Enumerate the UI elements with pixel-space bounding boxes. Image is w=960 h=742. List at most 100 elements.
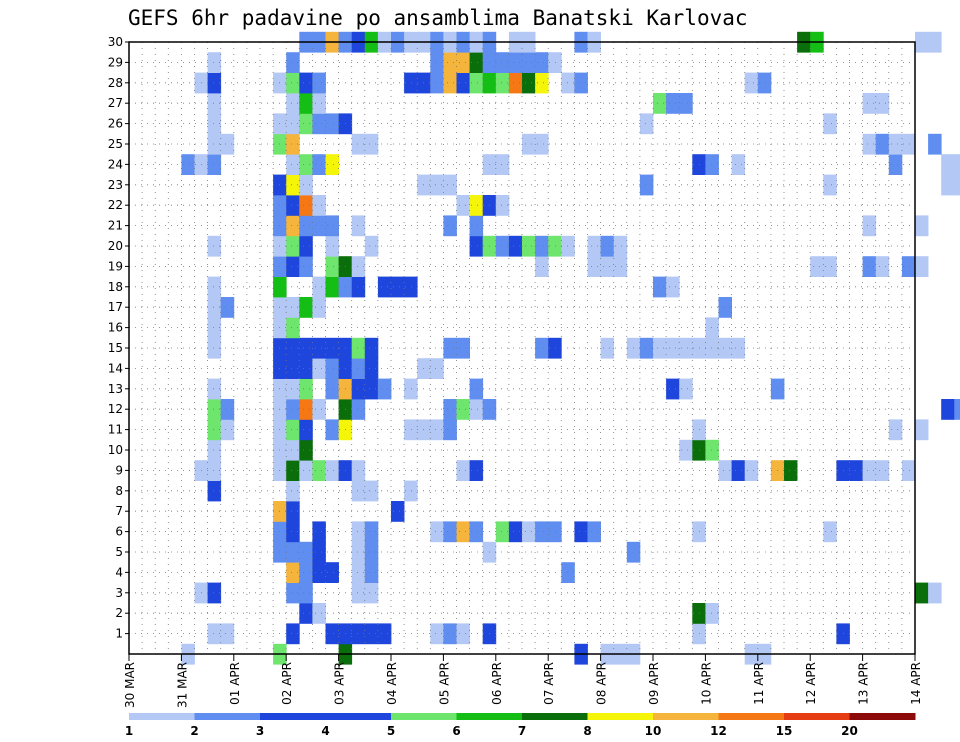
precip-cell (325, 235, 339, 257)
precip-cell (286, 256, 300, 277)
precip-cell (286, 541, 300, 563)
x-tick-label: 13 APR (857, 662, 871, 705)
precip-cell (207, 582, 222, 604)
y-tick-label: 14 (108, 361, 123, 375)
precip-cell (207, 297, 222, 318)
precip-cell (757, 72, 772, 94)
precip-cell (522, 72, 536, 94)
x-tick-label: 03 APR (333, 662, 347, 705)
precip-cell (915, 256, 929, 277)
precip-cell (666, 276, 680, 298)
precip-cell (286, 501, 300, 522)
precip-cell (469, 215, 484, 237)
precip-cell (443, 521, 457, 543)
precip-cell (351, 337, 366, 359)
precip-cell (443, 419, 457, 441)
precip-cell (286, 133, 300, 155)
legend-label: 3 (256, 724, 264, 738)
precip-cell (587, 256, 601, 277)
precip-cell (430, 52, 444, 73)
legend-color-swatch (456, 713, 523, 720)
y-tick-label: 10 (108, 443, 123, 457)
precip-cell (744, 460, 759, 481)
precip-cell (207, 317, 222, 339)
precip-cell (312, 358, 326, 379)
precip-cell (220, 399, 235, 420)
precip-cell (299, 460, 313, 481)
precip-cell (207, 439, 222, 461)
precip-cell (286, 174, 300, 196)
precip-cell (286, 439, 300, 461)
precip-cell (731, 460, 746, 481)
precip-cell (862, 133, 877, 155)
precip-cell (456, 72, 470, 94)
precip-cell (548, 52, 562, 73)
precip-cell (377, 378, 392, 400)
precip-cell (351, 541, 366, 563)
precip-cell (286, 378, 300, 400)
legend-label: 20 (841, 724, 858, 738)
precip-cell (443, 215, 457, 237)
precip-cell (286, 52, 300, 73)
precip-cell (286, 480, 300, 502)
precip-cell (744, 72, 759, 94)
precip-cell (299, 562, 313, 583)
precip-cell (522, 235, 536, 257)
legend-color-swatch (194, 713, 261, 720)
precip-cell (456, 52, 470, 73)
precip-cell (207, 419, 222, 441)
legend-label: 6 (452, 724, 460, 738)
precip-cell (928, 582, 942, 604)
precip-cell (718, 297, 732, 318)
precip-cell (941, 399, 955, 420)
precip-cell (587, 235, 601, 257)
precip-cell (299, 337, 313, 359)
precip-cell (561, 72, 575, 94)
precip-cell (377, 276, 392, 298)
legend-label: 8 (583, 724, 591, 738)
color-legend: 1 2 3 4 5 6 7 8 10 12 15 20 (125, 713, 916, 738)
precip-cell (666, 337, 680, 359)
precip-cell (391, 276, 405, 298)
precip-cell (404, 480, 418, 502)
precip-cell (469, 399, 484, 420)
y-tick-label: 23 (108, 178, 123, 192)
y-tick-label: 2 (115, 606, 123, 620)
precip-cell (364, 133, 379, 155)
precip-cell (351, 399, 366, 420)
precip-cell (941, 154, 955, 175)
precip-cell (469, 378, 484, 400)
precip-cell (430, 358, 444, 379)
precip-cell (862, 256, 877, 277)
y-tick-label: 28 (108, 76, 123, 90)
precip-cell (430, 72, 444, 94)
precip-cell (299, 256, 313, 277)
precip-cell (600, 337, 615, 359)
precip-cell (862, 215, 877, 237)
x-tick-label: 09 APR (647, 662, 661, 705)
precip-cell (404, 276, 418, 298)
precip-cell (705, 337, 719, 359)
precip-cell (954, 174, 960, 196)
precip-cell (404, 72, 418, 94)
precip-cell (522, 52, 536, 73)
precip-cell (639, 174, 654, 196)
precip-cell (522, 521, 536, 543)
y-tick-label: 17 (108, 300, 123, 314)
precip-cell (823, 174, 837, 196)
legend-color-swatch (129, 713, 195, 720)
precip-cell (286, 72, 300, 94)
precip-cell (351, 358, 366, 379)
precip-cell (351, 276, 366, 298)
precip-cell (548, 337, 562, 359)
precip-cell (351, 562, 366, 583)
precip-cell (286, 113, 300, 135)
legend-color-swatch (849, 713, 916, 720)
precip-cell (901, 460, 916, 481)
precip-cell (548, 521, 562, 543)
precip-cell (299, 215, 313, 237)
precip-cell (875, 133, 890, 155)
precip-cell (653, 93, 667, 114)
precip-cell (404, 419, 418, 441)
y-tick-label: 9 (115, 463, 123, 477)
